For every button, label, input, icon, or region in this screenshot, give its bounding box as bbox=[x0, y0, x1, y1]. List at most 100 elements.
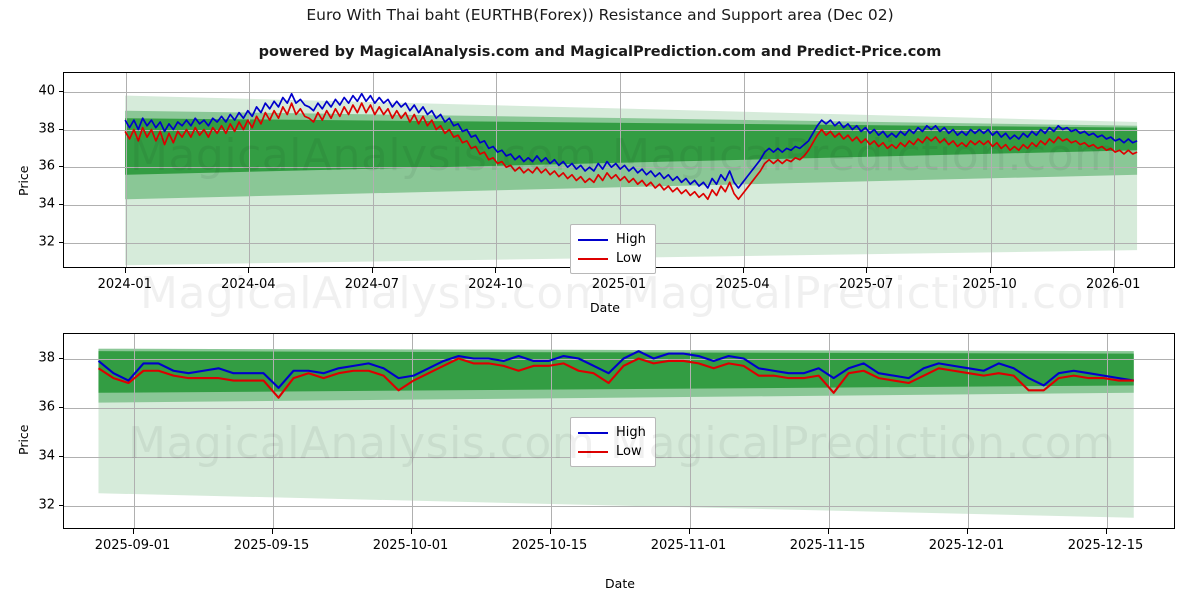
y-tick bbox=[59, 455, 63, 457]
gridline-horizontal bbox=[64, 407, 1174, 409]
x-tick bbox=[410, 529, 412, 534]
x-axis-tick-label: 2025-11-01 bbox=[650, 538, 727, 553]
legend-line-low bbox=[578, 257, 608, 260]
gridline-vertical bbox=[689, 334, 691, 528]
x-axis-tick-label: 2024-04 bbox=[221, 277, 276, 292]
gridline-horizontal bbox=[64, 358, 1174, 360]
series-line-low bbox=[97, 357, 1134, 399]
gridline-horizontal bbox=[64, 91, 1174, 93]
legend-entry-high: High bbox=[578, 423, 646, 442]
page-title: Euro With Thai baht (EURTHB(Forex)) Resi… bbox=[306, 6, 894, 24]
x-axis-tick-label: 2025-10-01 bbox=[372, 538, 449, 553]
x-tick bbox=[866, 268, 868, 273]
x-axis-tick-label: 2024-01 bbox=[97, 277, 152, 292]
x-axis-tick-label: 2025-12-01 bbox=[928, 538, 1005, 553]
x-tick bbox=[827, 529, 829, 534]
y-axis-tick-label: 36 bbox=[38, 399, 55, 414]
x-axis-tick-label: 2025-04 bbox=[715, 277, 770, 292]
x-axis-tick-label: 2025-10-15 bbox=[511, 538, 588, 553]
x-tick bbox=[371, 268, 373, 273]
detail-chart-panel: 32 34 36 38 2025-09-01 2025-09-15 2025-10-01 20… bbox=[0, 320, 1200, 600]
x-axis-tick-label: 2025-10 bbox=[962, 277, 1017, 292]
legend-label-high: High bbox=[616, 425, 646, 440]
y-tick bbox=[59, 90, 63, 92]
x-tick bbox=[271, 529, 273, 534]
gridline-vertical bbox=[133, 334, 135, 528]
x-tick bbox=[132, 529, 134, 534]
gridline-vertical bbox=[1114, 73, 1116, 267]
gridline-vertical bbox=[743, 73, 745, 267]
y-axis-tick-label: 38 bbox=[38, 350, 55, 365]
legend-label-high: High bbox=[616, 232, 646, 247]
x-tick bbox=[248, 268, 250, 273]
detail-y-axis-title: Price bbox=[16, 424, 31, 456]
legend-line-high bbox=[578, 431, 608, 434]
x-axis-tick-label: 2025-09-15 bbox=[233, 538, 310, 553]
x-axis-tick-label: 2024-10 bbox=[468, 277, 523, 292]
series-line-high bbox=[97, 350, 1134, 389]
y-tick bbox=[59, 406, 63, 408]
gridline-vertical bbox=[550, 334, 552, 528]
gridline-vertical bbox=[967, 334, 969, 528]
y-axis-tick-label: 32 bbox=[38, 234, 55, 250]
legend-entry-low: Low bbox=[578, 442, 646, 461]
gridline-vertical bbox=[272, 334, 274, 528]
overview-y-axis-title: Price bbox=[16, 165, 31, 197]
gridline-horizontal bbox=[64, 129, 1174, 131]
x-axis-tick-label: 2026-01 bbox=[1086, 277, 1141, 292]
x-tick bbox=[1113, 268, 1115, 273]
y-tick bbox=[59, 128, 63, 130]
x-tick bbox=[688, 529, 690, 534]
gridline-vertical bbox=[125, 73, 127, 267]
y-axis-tick-label: 40 bbox=[38, 83, 55, 99]
y-axis-tick-label: 34 bbox=[38, 448, 55, 463]
x-axis-tick-label: 2025-07 bbox=[838, 277, 894, 292]
legend-label-low: Low bbox=[616, 251, 642, 266]
gridline-horizontal bbox=[64, 505, 1174, 507]
y-axis-tick-label: 36 bbox=[38, 158, 55, 174]
gridline-vertical bbox=[411, 334, 413, 528]
x-axis-tick-label: 2025-09-01 bbox=[94, 538, 171, 553]
x-tick bbox=[495, 268, 497, 273]
detail-x-axis-title: Date bbox=[605, 576, 635, 591]
page-subtitle: powered by MagicalAnalysis.com and Magic… bbox=[258, 44, 942, 60]
gridline-vertical bbox=[249, 73, 251, 267]
gridline-vertical bbox=[1106, 334, 1108, 528]
y-axis-tick-label: 32 bbox=[38, 497, 55, 512]
gridline-horizontal bbox=[64, 204, 1174, 206]
x-tick bbox=[124, 268, 126, 273]
series-line-high bbox=[124, 92, 1138, 189]
detail-legend: High Low bbox=[570, 417, 656, 467]
x-tick bbox=[1105, 529, 1107, 534]
legend-line-low bbox=[578, 450, 608, 453]
x-axis-tick-label: 2025-12-15 bbox=[1067, 538, 1144, 553]
y-axis-tick-label: 34 bbox=[38, 196, 55, 212]
legend-line-high bbox=[578, 238, 608, 241]
x-tick bbox=[989, 268, 991, 273]
gridline-vertical bbox=[620, 73, 621, 267]
x-axis-tick-label: 2024-07 bbox=[344, 277, 400, 292]
gridline-vertical bbox=[990, 73, 992, 267]
y-tick bbox=[59, 166, 63, 168]
x-tick bbox=[742, 268, 744, 273]
overview-x-axis-title: Date bbox=[590, 300, 620, 315]
overview-legend: High Low bbox=[570, 224, 656, 274]
y-tick bbox=[59, 203, 63, 205]
series-line-low bbox=[124, 102, 1138, 201]
y-axis-tick-label: 38 bbox=[38, 121, 55, 137]
x-axis-tick-label: 2025-01 bbox=[591, 277, 647, 292]
gridline-vertical bbox=[867, 73, 869, 267]
gridline-vertical bbox=[828, 334, 830, 528]
overview-chart-panel: 32 34 36 38 40 2024-01 2024-04 2024-07 2024-10 20… bbox=[16, 72, 1175, 315]
y-tick bbox=[59, 241, 63, 243]
detail-plot-area bbox=[63, 333, 1175, 529]
gridline-vertical bbox=[372, 73, 374, 267]
legend-entry-low: Low bbox=[578, 249, 646, 268]
legend-entry-high: High bbox=[578, 230, 646, 249]
y-tick bbox=[59, 357, 63, 359]
gridline-vertical bbox=[496, 73, 498, 267]
x-axis-tick-label: 2025-11-15 bbox=[789, 538, 866, 553]
y-tick bbox=[59, 504, 63, 506]
x-tick bbox=[549, 529, 551, 534]
